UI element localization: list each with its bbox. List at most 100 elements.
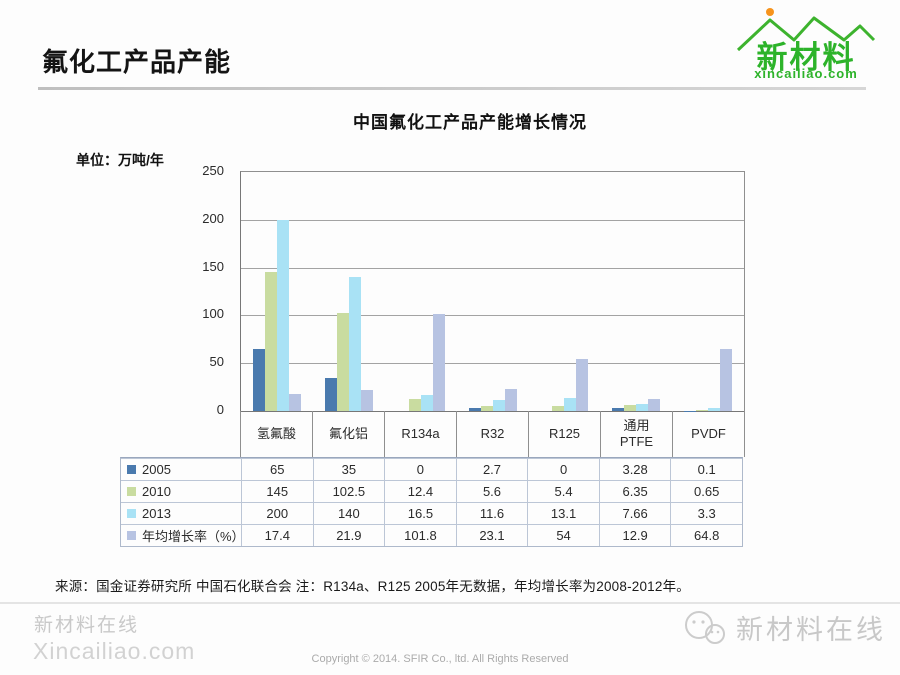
brand-logo: 新材料 xincailiao.com (728, 6, 884, 86)
x-category-label: 通用 PTFE (601, 411, 673, 457)
legend-swatch-2010 (127, 487, 136, 496)
gridline-200 (241, 219, 744, 221)
header-divider (38, 87, 866, 90)
x-category-label: 氟化铝 (313, 411, 385, 457)
x-category-label: R134a (385, 411, 457, 457)
table-value-cell: 13.1 (527, 502, 599, 524)
legend-swatch-2013 (127, 509, 136, 518)
bar-2013-3 (492, 399, 505, 411)
bar-年均增长率（%）-1 (360, 390, 373, 411)
legend-cell-年均增长率（%）: 年均增长率（%） (121, 524, 241, 546)
y-tick-label-50: 50 (209, 354, 224, 370)
bar-2013-4 (564, 398, 577, 411)
x-axis: 氢氟酸 氟化铝 R134a R32 R125 通用 PTFE PVDF (240, 411, 745, 457)
table-value-cell: 64.8 (670, 524, 742, 546)
gridline-100 (241, 315, 744, 317)
x-category-label: R32 (457, 411, 529, 457)
table-value-cell: 5.4 (527, 480, 599, 502)
bar-2013-2 (420, 395, 433, 411)
table-value-cell: 16.5 (384, 502, 456, 524)
table-value-cell: 0 (527, 458, 599, 480)
logo-text: 新材料 (756, 40, 856, 75)
plot-area (240, 171, 745, 412)
chart-title: 中国氟化工产品产能增长情况 (353, 113, 587, 132)
bar-年均增长率（%）-2 (432, 313, 445, 411)
bar-2005-5 (612, 407, 625, 411)
bar-2005-0 (252, 348, 265, 411)
table-value-cell: 35 (312, 458, 385, 480)
y-tick-label-0: 0 (216, 402, 224, 417)
x-category-label: 氢氟酸 (241, 411, 313, 457)
page-title: 氟化工产品产能 (42, 47, 232, 77)
y-tick-label-250: 250 (202, 163, 224, 178)
bar-2010-2 (408, 399, 421, 411)
wechat-brand-label: 新材料在线 (736, 615, 886, 645)
footer-divider (0, 602, 900, 604)
bar-2013-1 (348, 277, 361, 411)
legend-swatch-年均增长率（%） (127, 531, 136, 540)
bar-2013-5 (636, 403, 649, 411)
mountain-logo-icon (736, 8, 876, 52)
bar-2005-1 (324, 377, 337, 411)
table-value-cell: 0 (384, 458, 456, 480)
table-value-cell: 21.9 (312, 524, 385, 546)
y-axis: 0 50 100 150 200 250 (180, 163, 232, 417)
table-value-cell: 0.1 (670, 458, 742, 480)
bar-2010-1 (336, 313, 349, 411)
table-value-cell: 7.66 (598, 502, 671, 524)
y-tick-label-150: 150 (202, 258, 224, 274)
data-table: 2005 65 35 0 2.7 0 3.28 0.1 2010 145 102.5 12.4 5.6 5… (120, 457, 743, 547)
bar-2010-6 (696, 410, 709, 411)
watermark-brand: 新材料在线 (34, 615, 140, 636)
table-value-cell: 200 (241, 502, 313, 524)
table-value-cell: 140 (312, 502, 385, 524)
y-tick-label-200: 200 (202, 210, 224, 226)
table-value-cell: 101.8 (384, 524, 456, 546)
bar-年均增长率（%）-5 (648, 398, 661, 411)
table-value-cell: 0.65 (670, 480, 742, 502)
bar-2005-3 (468, 408, 481, 411)
source-note: 来源：国金证券研究所 中国石化联合会 注：R134a、R125 2005年无数据… (55, 579, 690, 594)
legend-cell-2010: 2010 (121, 480, 241, 502)
bar-2010-3 (480, 405, 493, 411)
chart-unit-label: 单位：万吨/年 (76, 152, 164, 168)
table-value-cell: 54 (527, 524, 599, 546)
bar-2010-4 (552, 405, 565, 411)
table-value-cell: 65 (241, 458, 313, 480)
legend-label: 2005 (142, 462, 171, 477)
table-value-cell: 23.1 (455, 524, 528, 546)
table-value-cell: 3.28 (598, 458, 671, 480)
legend-label: 年均增长率（%） (142, 529, 241, 544)
gridline-150 (241, 267, 744, 269)
bar-年均增长率（%）-4 (576, 359, 589, 411)
table-value-cell: 3.3 (670, 502, 742, 524)
bar-年均增长率（%）-6 (720, 349, 733, 411)
table-value-cell: 2.7 (455, 458, 528, 480)
legend-cell-2013: 2013 (121, 502, 241, 524)
table-value-cell: 12.4 (384, 480, 456, 502)
legend-label: 2013 (142, 506, 171, 521)
x-category-label: PVDF (691, 426, 726, 442)
table-value-cell: 11.6 (455, 502, 528, 524)
gridline-50 (241, 363, 744, 365)
bar-2010-0 (264, 272, 277, 411)
bar-年均增长率（%）-0 (288, 394, 301, 411)
legend-swatch-2005 (127, 465, 136, 474)
watermark-domain: Xincailiao.com (33, 638, 196, 664)
wechat-brand: 新材料在线 (682, 608, 886, 647)
table-value-cell: 12.9 (598, 524, 671, 546)
table-value-cell: 5.6 (455, 480, 528, 502)
x-category-label: R125 (529, 411, 601, 457)
table-value-cell: 145 (241, 480, 313, 502)
bar-2013-0 (276, 219, 289, 411)
table-value-cell: 17.4 (241, 524, 313, 546)
legend-cell-2005: 2005 (121, 458, 241, 480)
logo-domain-text: xincailiao.com (754, 66, 858, 81)
copyright-text: Copyright © 2014. SFIR Co., ltd. All Rig… (311, 653, 569, 665)
bar-2013-6 (708, 407, 721, 411)
bar-2010-5 (624, 404, 637, 411)
legend-label: 2010 (142, 484, 171, 499)
bar-年均增长率（%）-3 (504, 388, 517, 411)
y-tick-label-100: 100 (202, 306, 224, 322)
